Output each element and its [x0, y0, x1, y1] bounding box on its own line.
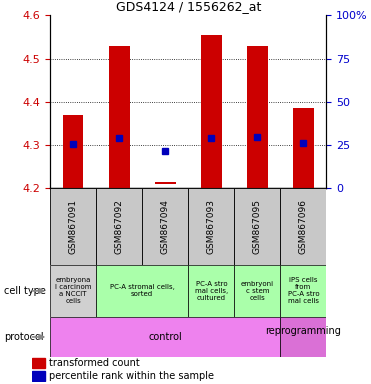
Bar: [63, 115, 83, 188]
Bar: [280, 265, 326, 317]
Bar: [32, 371, 45, 381]
Bar: [50, 317, 280, 357]
Bar: [142, 188, 188, 265]
Bar: [188, 188, 234, 265]
Bar: [280, 188, 326, 265]
Bar: [188, 265, 234, 317]
Bar: [155, 182, 175, 184]
Bar: [32, 358, 45, 368]
Bar: [280, 317, 326, 357]
Bar: [50, 188, 96, 265]
Text: GSM867093: GSM867093: [207, 199, 216, 254]
Bar: [201, 35, 222, 188]
Text: GSM867095: GSM867095: [253, 199, 262, 254]
Title: GDS4124 / 1556262_at: GDS4124 / 1556262_at: [116, 0, 261, 13]
Bar: [109, 46, 129, 188]
Text: cell type: cell type: [4, 286, 46, 296]
Bar: [247, 46, 268, 188]
Bar: [96, 188, 142, 265]
Text: GSM867096: GSM867096: [299, 199, 308, 254]
Text: embryona
l carcinom
a NCCIT
cells: embryona l carcinom a NCCIT cells: [55, 277, 91, 305]
Bar: [293, 108, 314, 188]
Text: control: control: [148, 332, 182, 342]
Bar: [234, 265, 280, 317]
Bar: [50, 265, 96, 317]
Text: transformed count: transformed count: [49, 358, 140, 368]
Text: iPS cells
from
PC-A stro
mal cells: iPS cells from PC-A stro mal cells: [288, 277, 319, 305]
Text: GSM867092: GSM867092: [115, 199, 124, 254]
Text: percentile rank within the sample: percentile rank within the sample: [49, 371, 214, 381]
Bar: [234, 188, 280, 265]
Text: embryoni
c stem
cells: embryoni c stem cells: [241, 281, 274, 301]
Text: GSM867094: GSM867094: [161, 199, 170, 254]
Text: PC-A stro
mal cells,
cultured: PC-A stro mal cells, cultured: [195, 281, 228, 301]
Text: protocol: protocol: [4, 332, 43, 342]
Text: PC-A stromal cells,
sorted: PC-A stromal cells, sorted: [110, 285, 175, 297]
Bar: [96, 265, 188, 317]
Text: reprogramming: reprogramming: [266, 326, 341, 348]
Text: GSM867091: GSM867091: [69, 199, 78, 254]
